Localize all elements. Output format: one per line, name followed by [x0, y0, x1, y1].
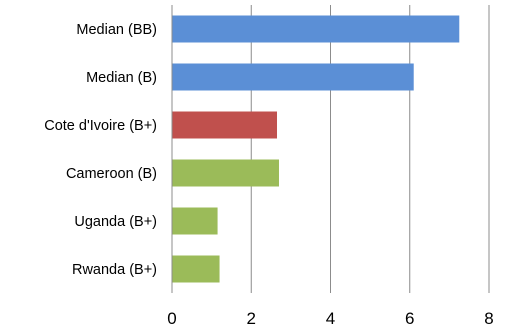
x-tick-labels: 0 2 4 6 8 — [167, 309, 493, 328]
bar — [172, 63, 414, 91]
x-tick-label: 8 — [484, 309, 493, 328]
bar — [172, 159, 279, 187]
bar — [172, 15, 460, 43]
x-tick-label: 2 — [247, 309, 256, 328]
category-label: Uganda (B+) — [74, 214, 157, 230]
category-label: Cote d'Ivoire (B+) — [44, 118, 157, 134]
x-tick-label: 4 — [326, 309, 335, 328]
category-label: Rwanda (B+) — [72, 262, 157, 278]
bar — [172, 255, 220, 283]
category-label: Cameroon (B) — [66, 166, 157, 182]
category-labels: Median (BB) Median (B) Cote d'Ivoire (B+) C… — [44, 22, 157, 278]
bars — [172, 15, 460, 283]
category-label: Median (BB) — [76, 22, 157, 38]
x-tick-label: 0 — [167, 309, 176, 328]
x-tick-label: 6 — [405, 309, 414, 328]
gridlines — [250, 5, 490, 293]
bar — [172, 207, 218, 235]
category-label: Median (B) — [86, 70, 157, 86]
bar — [172, 111, 278, 139]
